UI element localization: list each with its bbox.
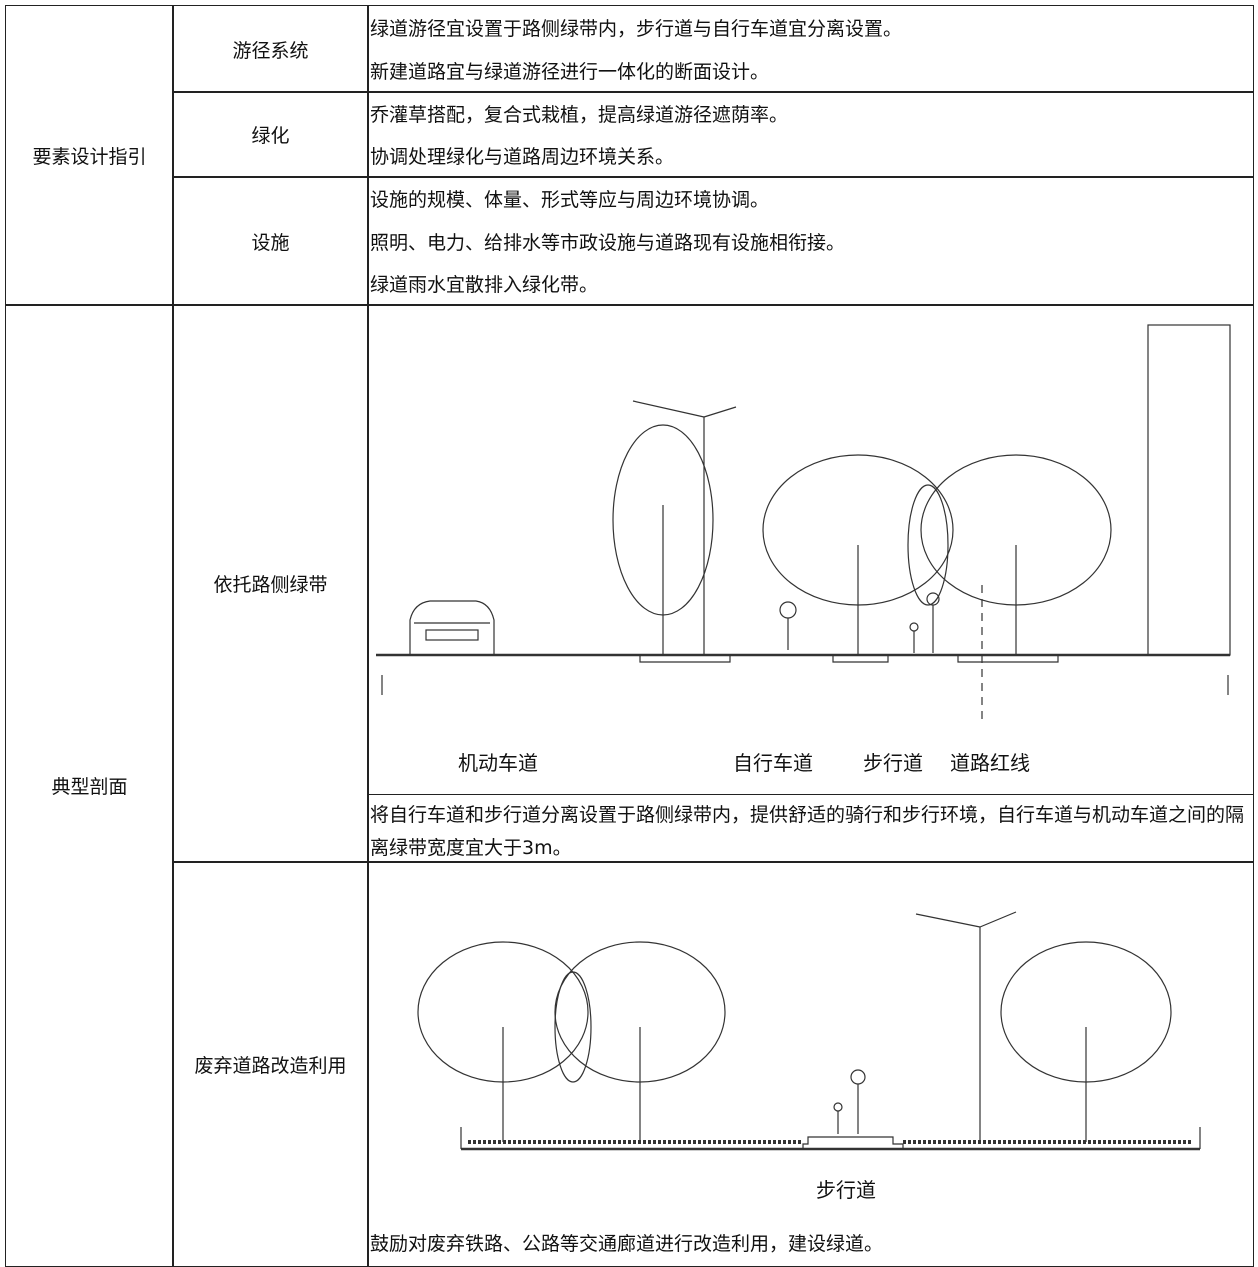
section-description: 鼓励对废弃铁路、公路等交通廊道进行改造利用，建设绿道。 [370,1233,884,1255]
row-label: 设施 [172,176,369,306]
drawing-stroke [832,655,889,663]
row-content: 设施的规模、体量、形式等应与周边环境协调。照明、电力、给排水等市政设施与道路现有… [367,176,1254,306]
row-content: 绿道游径宜设置于路侧绿带内，步行道与自行车道宜分离设置。 新建道路宜与绿道游径进行… [367,5,1254,93]
section-cell: 步行道 鼓励对废弃铁路、公路等交通廊道进行改造利用，建设绿道。 [367,861,1254,1267]
drawing-stroke [632,400,737,418]
figure-label: 步行道 [816,1178,876,1202]
section-figure: 机动车道 自行车道 步行道 道路红线 [376,324,1231,775]
section-cell: 机动车道 自行车道 步行道 道路红线 将自行车道和步行道分离设置于路侧绿带内，提… [367,304,1254,863]
drawing-stroke [1147,324,1231,656]
figure-label: 机动车道 [458,751,538,775]
row-content: 乔灌草搭配，复合式栽植，提高绿道游径遮荫率。 协调处理绿化与道路周边环境关系。 [367,91,1254,178]
drawing-stroke [639,655,731,663]
group-label: 典型剖面 [5,304,174,1267]
figure-label: 步行道 [863,751,923,775]
text-line: 绿道游径宜设置于路侧绿带内，步行道与自行车道宜分离设置。 [370,18,903,40]
drawing-stroke [802,1136,904,1149]
drawing-stroke [554,971,592,1083]
drawing-stroke [460,1127,1201,1149]
text-line: 照明、电力、给排水等市政设施与道路现有设施相衔接。 [370,231,846,254]
section-description: 将自行车道和步行道分离设置于路侧绿带内，提供舒适的骑行和步行环境，自行车道与机动… [368,794,1253,862]
drawing-stroke [909,622,919,632]
row-label: 废弃道路改造利用 [172,861,369,1267]
row-label: 绿化 [172,91,369,178]
figure-label: 道路红线 [950,751,1030,775]
group-label: 要素设计指引 [5,5,174,306]
drawing-stroke [907,484,949,606]
drawing-stroke [376,324,1231,720]
text-line: 乔灌草搭配，复合式栽植，提高绿道游径遮荫率。 [370,103,789,126]
row-label: 依托路侧绿带 [172,304,369,863]
drawing-stroke [425,629,479,641]
drawing-stroke [417,911,1201,1151]
section-figure: 步行道 [417,911,1201,1202]
text-line: 协调处理绿化与道路周边环境关系。 [370,146,675,169]
drawing-stroke [850,1069,866,1085]
drawing-stroke [957,655,1059,663]
drawing-stroke [915,911,1017,928]
text-line: 新建道路宜与绿道游径进行一体化的断面设计。 [370,61,770,83]
row-label: 游径系统 [172,5,369,93]
drawing-stroke [779,601,797,619]
drawing-stroke [409,600,495,655]
figure-label: 自行车道 [733,751,813,775]
text-line: 绿道雨水宜散排入绿化带。 [370,274,599,297]
text-line: 设施的规模、体量、形式等应与周边环境协调。 [370,188,770,211]
drawing-stroke [833,1102,843,1112]
